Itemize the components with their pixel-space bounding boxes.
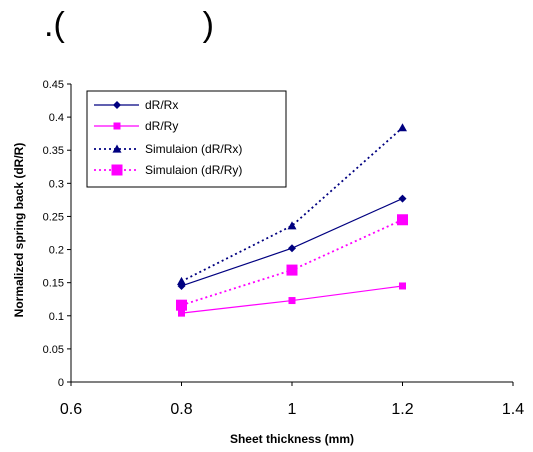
series-3 bbox=[177, 123, 407, 285]
data-point bbox=[286, 264, 298, 276]
x-tick-label: 1.4 bbox=[502, 401, 524, 418]
y-tick-label: 0 bbox=[58, 377, 64, 389]
y-tick-label: 0.25 bbox=[43, 211, 64, 223]
top-text: .( ) bbox=[44, 8, 214, 48]
data-point bbox=[399, 282, 406, 290]
legend-label: dR/Ry bbox=[145, 119, 178, 133]
legend-entry: dR/Ry bbox=[94, 119, 178, 133]
y-tick-label: 0.4 bbox=[49, 112, 64, 124]
data-point bbox=[398, 123, 407, 132]
data-point bbox=[397, 214, 408, 226]
series-4 bbox=[176, 214, 408, 311]
top-text-right: ) bbox=[202, 6, 214, 44]
chart-series-layer bbox=[176, 123, 408, 317]
top-text-left: .( bbox=[44, 6, 65, 44]
legend-entry: Simulaion (dR/Rx) bbox=[94, 142, 242, 156]
data-point bbox=[176, 299, 187, 311]
series-1 bbox=[177, 194, 407, 290]
chart-legend: dR/Rx dR/Ry Simulaion (dR/Rx) Simulaion (dR… bbox=[86, 90, 287, 188]
x-tick-label: 0.6 bbox=[60, 401, 82, 418]
data-point bbox=[177, 276, 186, 285]
legend-label: Simulaion (dR/Rx) bbox=[145, 142, 242, 156]
x-tick-label: 1 bbox=[288, 401, 297, 418]
y-tick-label: 0.05 bbox=[43, 344, 64, 356]
legend-marker bbox=[113, 101, 121, 109]
y-tick-label: 0.35 bbox=[43, 145, 64, 157]
x-tick-label: 0.8 bbox=[170, 401, 192, 418]
series-2 bbox=[178, 282, 406, 317]
legend-entry: Simulaion (dR/Ry) bbox=[94, 163, 242, 177]
legend-entry: dR/Rx bbox=[94, 98, 178, 112]
data-point bbox=[288, 244, 296, 253]
legend-label: Simulaion (dR/Ry) bbox=[145, 163, 242, 177]
legend-marker bbox=[111, 164, 123, 176]
x-axis-title: Sheet thickness (mm) bbox=[230, 432, 354, 446]
data-point bbox=[398, 194, 407, 203]
y-tick-label: 0.15 bbox=[43, 278, 64, 290]
legend-marker bbox=[113, 122, 121, 130]
y-tick-label: 0.3 bbox=[49, 178, 64, 190]
legend-marker bbox=[112, 144, 122, 153]
series-line bbox=[181, 127, 404, 283]
legend-label: dR/Rx bbox=[145, 98, 178, 112]
series-line bbox=[181, 218, 403, 307]
data-point bbox=[178, 309, 185, 317]
y-axis-title: Normalized spring back (dR/R) bbox=[12, 143, 26, 318]
data-point bbox=[288, 297, 296, 305]
y-tick-label: 0.45 bbox=[43, 79, 64, 91]
chart-axes: 0 0.05 0.1 0.15 0.2 0.25 0.3 0.35 0.4 0.45 0.6 0.8 1… bbox=[43, 79, 525, 418]
x-tick-label: 1.2 bbox=[391, 401, 413, 418]
y-tick-label: 0.2 bbox=[49, 245, 64, 257]
y-tick-label: 0.1 bbox=[49, 311, 64, 323]
data-point bbox=[287, 221, 297, 230]
